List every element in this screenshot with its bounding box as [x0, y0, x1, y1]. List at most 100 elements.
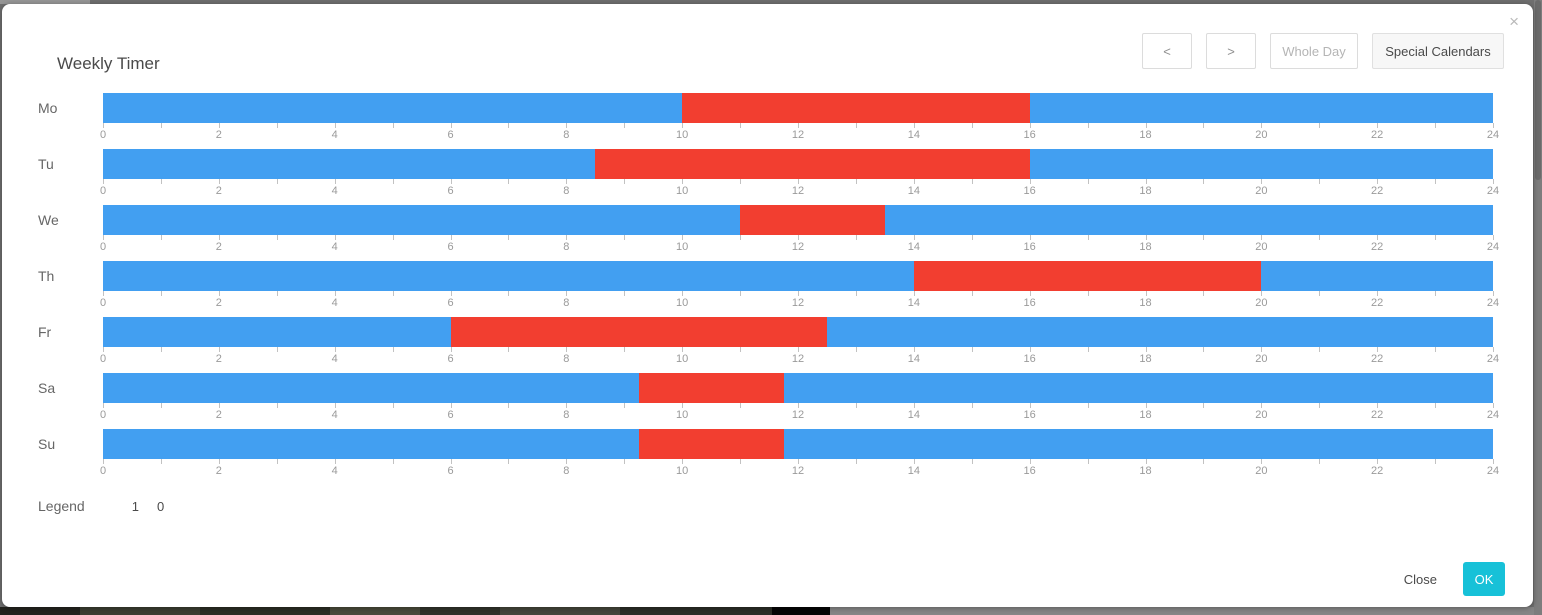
axis-tick-label: 24	[1486, 409, 1500, 421]
next-button[interactable]: >	[1206, 33, 1256, 69]
axis-tick	[566, 347, 568, 352]
axis-tick	[566, 123, 568, 128]
axis-tick	[1435, 459, 1437, 464]
segment-blue-su[interactable]	[783, 429, 1493, 459]
timeline-track-tu[interactable]: 0 2 4 6 8 10 12 14 16 18 20 22 24	[100, 149, 1499, 197]
segment-blue-th[interactable]	[1261, 261, 1493, 291]
axis-tick-label: 20	[1255, 297, 1268, 309]
segment-blue-fr[interactable]	[103, 317, 451, 347]
axis-tick	[798, 291, 799, 296]
timeline-track-we[interactable]: 0 2 4 6 8 10 12 14 16 18 20 22 24	[100, 205, 1499, 253]
axis-tick	[1319, 123, 1321, 128]
axis-tick	[1493, 459, 1494, 464]
segment-blue-tu[interactable]	[1029, 149, 1493, 179]
axis-tick-label: 20	[1255, 185, 1268, 197]
axis-tick-label: 14	[907, 297, 920, 309]
segment-red-fr[interactable]	[450, 317, 827, 347]
axis-tick	[1145, 291, 1147, 296]
footer: Close OK	[1404, 562, 1505, 596]
axis-tick	[1493, 235, 1494, 240]
page-title: Weekly Timer	[57, 54, 160, 73]
axis-tick	[1261, 347, 1263, 352]
close-button[interactable]: Close	[1403, 571, 1437, 587]
segment-red-mo[interactable]	[682, 93, 1030, 123]
axis-tick	[798, 347, 799, 352]
axis-tick-label: 14	[907, 241, 920, 253]
axis-tick	[508, 403, 510, 408]
axis-tick	[913, 291, 915, 296]
segment-red-we[interactable]	[740, 205, 885, 235]
timeline-track-mo[interactable]: 0 2 4 6 8 10 12 14 16 18 20 22 24	[100, 93, 1499, 141]
page-scrollbar[interactable]	[1534, 0, 1542, 615]
ok-button[interactable]: OK	[1463, 562, 1505, 596]
segment-blue-mo[interactable]	[103, 93, 683, 123]
axis-tick	[276, 291, 278, 296]
axis-tick	[508, 291, 510, 296]
axis-tick	[855, 347, 857, 352]
axis-tick-label: 2	[215, 297, 222, 309]
day-label-fr: Fr	[38, 324, 52, 340]
segment-blue-fr[interactable]	[826, 317, 1493, 347]
segment-red-sa[interactable]	[638, 373, 784, 403]
axis-tick	[1261, 123, 1263, 128]
axis-tick-label: 20	[1255, 353, 1268, 365]
segment-blue-sa[interactable]	[103, 373, 639, 403]
segment-blue-th[interactable]	[103, 261, 914, 291]
axis-tick-label: 16	[1023, 409, 1036, 421]
axis-tick-label: 6	[447, 129, 454, 141]
axis-tick	[971, 347, 973, 352]
timeline-track-sa[interactable]: 0 2 4 6 8 10 12 14 16 18 20 22 24	[100, 373, 1499, 421]
close-icon[interactable]: ×	[1509, 12, 1519, 31]
legend-item-0: 0	[156, 498, 165, 514]
prev-button[interactable]: <	[1142, 33, 1192, 69]
segment-blue-tu[interactable]	[103, 149, 596, 179]
axis-tick-label: 24	[1486, 241, 1500, 253]
axis-tick	[971, 291, 973, 296]
scrollbar-thumb[interactable]	[1535, 0, 1541, 180]
timeline-track-fr[interactable]: 0 2 4 6 8 10 12 14 16 18 20 22 24	[100, 317, 1499, 365]
day-label-th: Th	[38, 268, 55, 284]
axis-tick-label: 16	[1023, 297, 1036, 309]
axis-tick	[798, 123, 799, 128]
timeline-track-su[interactable]: 0 2 4 6 8 10 12 14 16 18 20 22 24	[100, 429, 1499, 477]
axis-tick	[1145, 459, 1147, 464]
whole-day-button[interactable]: Whole Day	[1270, 33, 1358, 69]
segment-blue-sa[interactable]	[783, 373, 1493, 403]
axis-tick	[508, 347, 510, 352]
axis-tick	[682, 179, 684, 184]
axis-tick	[1377, 179, 1379, 184]
axis-tick-label: 8	[563, 297, 570, 309]
axis-tick	[855, 291, 857, 296]
axis-tick	[334, 347, 336, 352]
segment-blue-su[interactable]	[103, 429, 639, 459]
axis-tick	[855, 235, 857, 240]
axis-tick	[103, 403, 104, 408]
axis-tick	[334, 459, 336, 464]
axis-tick-label: 18	[1139, 353, 1152, 365]
special-calendars-button[interactable]: Special Calendars	[1372, 33, 1504, 69]
timeline-track-th[interactable]: 0 2 4 6 8 10 12 14 16 18 20 22 24	[100, 261, 1499, 309]
axis-tick	[508, 123, 510, 128]
axis-tick	[218, 123, 220, 128]
axis-tick-label: 10	[676, 241, 689, 253]
axis-tick-label: 8	[563, 241, 570, 253]
axis-tick-label: 6	[447, 409, 454, 421]
axis-tick-label: 4	[331, 241, 338, 253]
segment-blue-we[interactable]	[103, 205, 741, 235]
axis-tick	[798, 403, 799, 408]
axis-tick	[1435, 235, 1437, 240]
axis-tick-label: 0	[99, 241, 107, 253]
axis-tick	[566, 403, 568, 408]
segment-blue-we[interactable]	[884, 205, 1493, 235]
segment-blue-mo[interactable]	[1029, 93, 1493, 123]
axis-tick	[624, 459, 626, 464]
segment-red-tu[interactable]	[595, 149, 1030, 179]
segment-red-th[interactable]	[913, 261, 1262, 291]
axis-tick	[103, 123, 104, 128]
axis-tick	[276, 123, 278, 128]
segment-red-su[interactable]	[638, 429, 784, 459]
axis-tick-label: 2	[215, 185, 222, 197]
axis-tick-label: 12	[791, 185, 805, 197]
axis-tick	[1435, 179, 1437, 184]
axis-tick	[624, 179, 626, 184]
